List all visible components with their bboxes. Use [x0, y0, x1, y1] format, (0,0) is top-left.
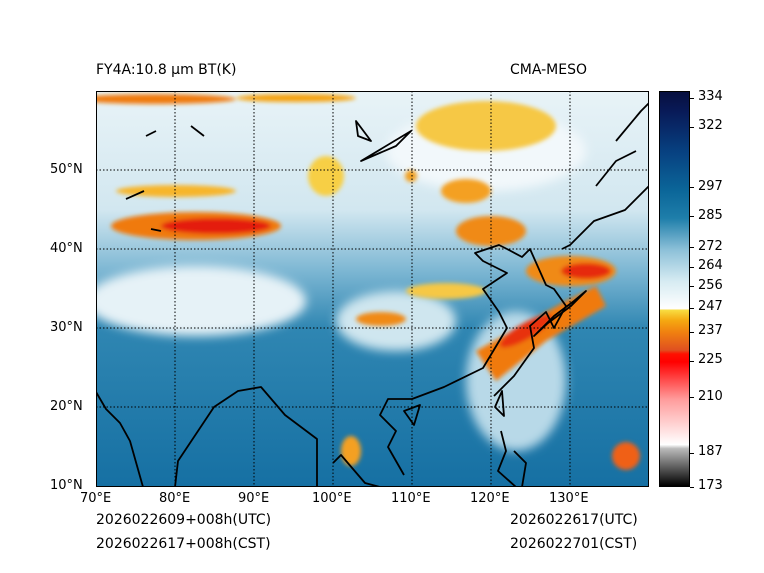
lon-tick: 90°E: [238, 491, 270, 506]
coastlines: [96, 102, 649, 487]
map-frame: [96, 91, 649, 487]
colorbar-tick-label: 272: [698, 238, 723, 254]
colorbar-tick-mark: [690, 187, 694, 189]
colorbar-tick-label: 297: [698, 178, 723, 194]
colorbar-tick-mark: [690, 397, 694, 399]
colorbar-tick-label: 247: [698, 299, 723, 315]
valid-time-cst: 2026022701(CST): [510, 536, 638, 552]
lon-tick: 120°E: [470, 491, 510, 506]
cold-cloud-tops: [96, 94, 640, 470]
colorbar-tick-mark: [690, 486, 694, 488]
colorbar-tick-label: 187: [698, 444, 723, 460]
satellite-map: [96, 91, 649, 487]
colorbar-tick-label: 173: [698, 478, 723, 493]
lon-tick: 130°E: [549, 491, 589, 506]
colorbar-tick-label: 322: [698, 118, 723, 134]
colorbar-tick-label: 210: [698, 388, 723, 404]
lon-tick: 110°E: [391, 491, 431, 506]
init-time-cst: 2026022617+008h(CST): [96, 536, 271, 552]
colorbar-tick-label: 285: [698, 207, 723, 223]
colorbar-tick-label: 225: [698, 352, 723, 368]
lat-tick: 20°N: [50, 399, 83, 414]
init-time-utc: 2026022609+008h(UTC): [96, 512, 272, 528]
lat-tick: 10°N: [50, 478, 83, 493]
colorbar-tick-mark: [690, 286, 694, 288]
colorbar: [659, 91, 690, 487]
lon-tick: 80°E: [159, 491, 191, 506]
title-right: CMA-MESO: [510, 62, 588, 78]
lat-tick: 40°N: [50, 241, 83, 256]
colorbar-tick-mark: [690, 97, 694, 99]
colorbar-tick-mark: [690, 216, 694, 218]
lon-tick: 100°E: [312, 491, 352, 506]
colorbar-tick-label: 237: [698, 323, 723, 339]
colorbar-tick-label: 334: [698, 89, 723, 105]
colorbar-tick-label: 264: [698, 258, 723, 274]
valid-time-utc: 2026022617(UTC): [510, 512, 638, 528]
title-left: FY4A:10.8 µm BT(K): [96, 62, 237, 78]
colorbar-tick-label: 256: [698, 277, 723, 293]
lat-tick: 50°N: [50, 162, 83, 177]
colorbar-tick-mark: [690, 331, 694, 333]
lon-tick: 70°E: [80, 491, 112, 506]
colorbar-tick-mark: [690, 360, 694, 362]
colorbar-tick-mark: [690, 452, 694, 454]
lat-tick: 30°N: [50, 320, 83, 335]
colorbar-tick-mark: [690, 266, 694, 268]
graticule: [96, 91, 649, 487]
colorbar-tick-mark: [690, 247, 694, 249]
colorbar-tick-mark: [690, 126, 694, 128]
colorbar-tick-mark: [690, 307, 694, 309]
